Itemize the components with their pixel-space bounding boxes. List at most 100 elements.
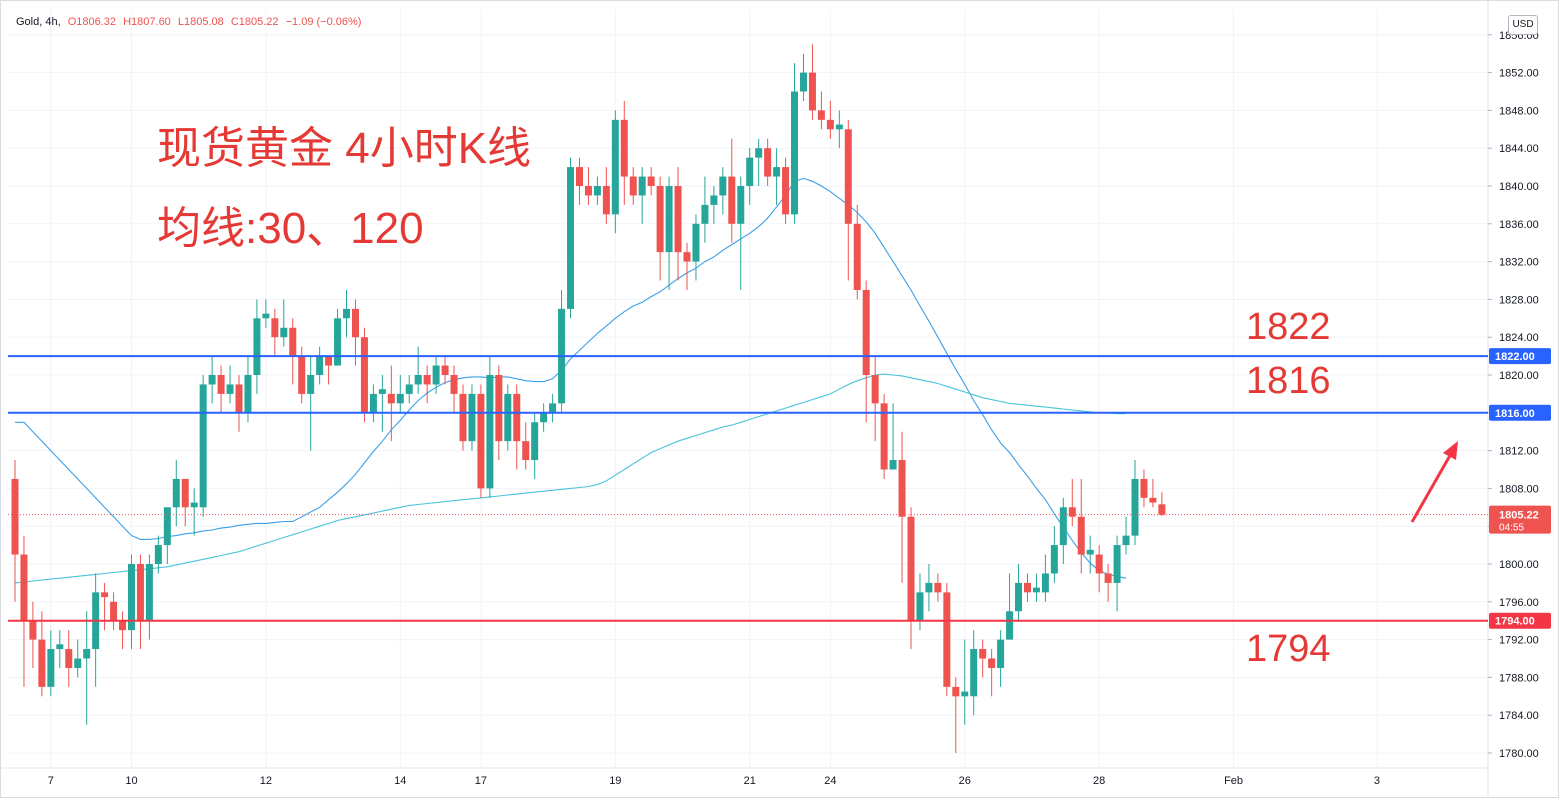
candle-body[interactable] [181, 478, 189, 508]
candle-body[interactable] [638, 176, 646, 196]
candle-body[interactable] [575, 167, 583, 186]
candle-body[interactable] [316, 356, 324, 375]
candle-body[interactable] [396, 393, 404, 404]
candle-body[interactable] [56, 644, 64, 650]
candle-body[interactable] [486, 375, 494, 489]
candle-body[interactable] [665, 186, 673, 253]
candle-body[interactable] [1068, 507, 1076, 517]
candle-body[interactable] [378, 389, 386, 394]
candle-body[interactable] [871, 375, 879, 404]
candle-body[interactable] [217, 375, 225, 394]
candle-body[interactable] [997, 639, 1005, 668]
candle-body[interactable] [441, 365, 449, 375]
candle-body[interactable] [495, 375, 503, 442]
candle-body[interactable] [244, 375, 252, 413]
candle-body[interactable] [773, 167, 781, 177]
candle-body[interactable] [656, 186, 664, 253]
candle-body[interactable] [755, 148, 763, 158]
candle-body[interactable] [925, 582, 933, 593]
candle-body[interactable] [988, 658, 996, 668]
candle-body[interactable] [423, 375, 431, 385]
candle-body[interactable] [916, 592, 924, 621]
candle-body[interactable] [961, 691, 969, 697]
symbol-label[interactable]: Gold, 4h, [16, 16, 61, 28]
candle-body[interactable] [110, 601, 118, 621]
candle-body[interactable] [11, 478, 19, 555]
candle-body[interactable] [163, 507, 171, 546]
candle-body[interactable] [701, 204, 709, 224]
candle-body[interactable] [629, 176, 637, 196]
candle-body[interactable] [540, 412, 548, 423]
candle-body[interactable] [1149, 497, 1157, 503]
candle-body[interactable] [844, 129, 852, 224]
candle-body[interactable] [1104, 573, 1112, 583]
candle-body[interactable] [1113, 545, 1121, 583]
candle-body[interactable] [907, 516, 915, 621]
candle-body[interactable] [1059, 507, 1067, 546]
candle-body[interactable] [38, 639, 46, 687]
candle-body[interactable] [531, 422, 539, 461]
candle-body[interactable] [862, 289, 870, 375]
candle-body[interactable] [145, 564, 153, 621]
candle-body[interactable] [1131, 478, 1139, 536]
candle-body[interactable] [647, 176, 655, 186]
candle-body[interactable] [979, 649, 987, 659]
candle-body[interactable] [289, 327, 297, 357]
candle-body[interactable] [1095, 554, 1103, 574]
candle-body[interactable] [101, 592, 109, 598]
candle-body[interactable] [459, 393, 467, 442]
candle-body[interactable] [1015, 582, 1023, 612]
candle-body[interactable] [934, 582, 942, 593]
candle-body[interactable] [29, 620, 37, 640]
candle-body[interactable] [504, 393, 512, 442]
candle-body[interactable] [190, 502, 198, 508]
candle-body[interactable] [1006, 611, 1014, 640]
candle-body[interactable] [692, 223, 700, 262]
candle-body[interactable] [154, 545, 162, 564]
candle-body[interactable] [970, 649, 978, 697]
candle-body[interactable] [65, 649, 73, 668]
candle-body[interactable] [674, 186, 682, 253]
candle-body[interactable] [593, 186, 601, 196]
candle-body[interactable] [351, 308, 359, 338]
candle-body[interactable] [835, 124, 843, 130]
candle-body[interactable] [307, 375, 315, 394]
candle-body[interactable] [325, 356, 333, 366]
candle-body[interactable] [952, 686, 960, 697]
candle-body[interactable] [235, 384, 243, 413]
candle-body[interactable] [683, 252, 691, 262]
candle-body[interactable] [817, 110, 825, 120]
candle-body[interactable] [1086, 549, 1094, 555]
candle-body[interactable] [369, 393, 377, 413]
candle-body[interactable] [119, 620, 127, 631]
candle-body[interactable] [271, 318, 279, 338]
candle-body[interactable] [522, 441, 530, 461]
candle-body[interactable] [450, 375, 458, 394]
candle-body[interactable] [83, 649, 91, 659]
candle-body[interactable] [1023, 582, 1031, 593]
candle-body[interactable] [405, 384, 413, 394]
candle-body[interactable] [360, 337, 368, 413]
candle-body[interactable] [1140, 478, 1148, 498]
candle-body[interactable] [826, 119, 834, 130]
candle-body[interactable] [943, 592, 951, 687]
candle-body[interactable] [1158, 504, 1166, 515]
candle-body[interactable] [567, 167, 575, 309]
candle-body[interactable] [468, 393, 476, 442]
candle-body[interactable] [432, 365, 440, 385]
candle-body[interactable] [764, 148, 772, 177]
candle-body[interactable] [611, 119, 619, 215]
candle-body[interactable] [127, 564, 135, 631]
candle-body[interactable] [799, 72, 807, 92]
candle-body[interactable] [298, 356, 306, 394]
candle-body[interactable] [710, 195, 718, 205]
candle-body[interactable] [880, 403, 888, 470]
candle-body[interactable] [1077, 516, 1085, 555]
candle-body[interactable] [782, 167, 790, 215]
candle-body[interactable] [898, 460, 906, 517]
candle-body[interactable] [387, 393, 395, 404]
candle-body[interactable] [208, 375, 216, 385]
candle-body[interactable] [343, 308, 351, 319]
candle-body[interactable] [549, 403, 557, 413]
